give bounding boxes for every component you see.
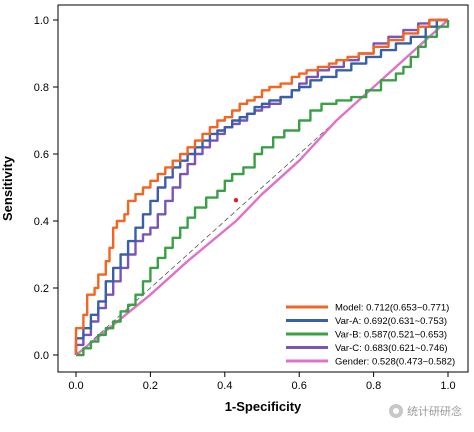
y-axis-title: Sensitivity [0,155,15,221]
x-tick-label: 0.6 [292,380,307,392]
x-tick-label: 0.2 [143,380,158,392]
y-tick-label: 0.4 [34,216,49,228]
x-tick-label: 0.0 [68,380,83,392]
y-tick-label: 0.6 [34,149,49,161]
series-line-gender [75,19,449,356]
x-tick-label: 0.8 [366,380,381,392]
y-tick-label: 0.8 [34,82,49,94]
y-tick-label: 1.0 [34,15,49,27]
watermark-text: 统计研研念 [407,406,462,418]
series-line-var-b [76,20,450,357]
y-tick-label: 0.0 [34,350,49,362]
y-tick-label: 0.2 [34,283,49,295]
marker-point [233,198,239,203]
plot-frame [57,4,469,373]
series-line-var-c [74,18,448,355]
x-tick-label: 0.4 [217,380,232,392]
legend-label-model: Model: 0.712(0.653~0.771) [335,303,449,314]
legend-label-var-b: Var-B: 0.587(0.521~0.653) [335,330,447,341]
x-tick-label: 1.0 [440,380,455,392]
wechat-icon [389,404,403,418]
series-line-model [74,18,448,355]
legend-label-var-a: Var-A: 0.692(0.631~0.753) [335,316,447,327]
legend-label-gender: Gender: 0.528(0.473~0.582) [335,357,455,368]
legend-label-var-c: Var-C: 0.683(0.621~0.746) [335,343,448,354]
watermark: 统计研研念 [389,403,462,419]
series-line-var-a [74,18,448,355]
x-axis-title: 1-Specificity [225,399,302,414]
